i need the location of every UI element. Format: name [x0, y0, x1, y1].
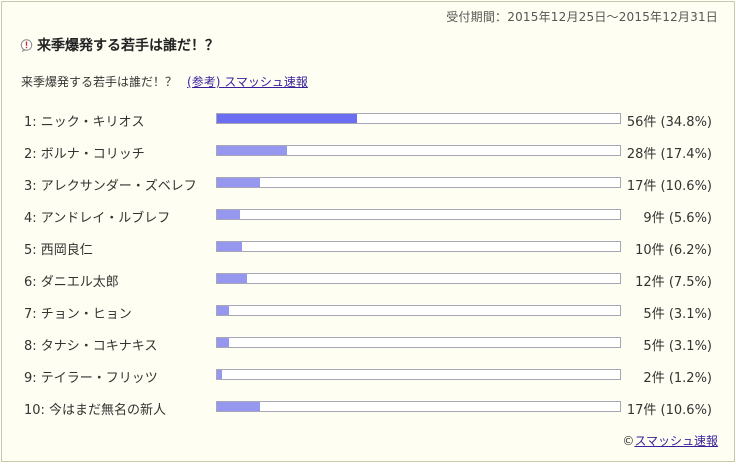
vote-count: 17件 (10.6%)	[626, 403, 712, 418]
vote-count: 2件 (1.2%)	[643, 371, 712, 386]
bar-fill	[217, 306, 230, 315]
bar-fill	[217, 402, 260, 411]
result-row: 10: 今はまだ無名の新人 17件 (10.6%)	[2, 391, 734, 423]
result-row: 7: チョン・ヒョン 5件 (3.1%)	[2, 295, 734, 327]
poll-question: 来季爆発する若手は誰だ！？	[21, 75, 178, 89]
option-label: 1: ニック・キリオス	[24, 115, 145, 130]
result-row: 3: アレクサンダー・ズベレフ 17件 (10.6%)	[2, 167, 734, 199]
result-row: 5: 西岡良仁 10件 (6.2%)	[2, 231, 734, 263]
bar-track	[216, 209, 621, 220]
bar-fill	[217, 178, 260, 187]
option-label: 2: ボルナ・コリッチ	[24, 147, 145, 162]
vote-count: 28件 (17.4%)	[626, 147, 712, 162]
vote-count: 56件 (34.8%)	[626, 115, 712, 130]
vote-count: 5件 (3.1%)	[643, 339, 712, 354]
bar-track	[216, 369, 621, 380]
bar-fill	[217, 370, 222, 379]
bar-track	[216, 113, 621, 124]
reception-period: 受付期間：2015年12月25日～2015年12月31日	[446, 10, 718, 24]
result-row: 6: ダニエル太郎 12件 (7.5%)	[2, 263, 734, 295]
bar-track	[216, 273, 621, 284]
bar-track	[216, 305, 621, 316]
result-row: 2: ボルナ・コリッチ 28件 (17.4%)	[2, 135, 734, 167]
bar-fill	[217, 242, 242, 251]
result-row: 9: テイラー・フリッツ 2件 (1.2%)	[2, 359, 734, 391]
option-label: 7: チョン・ヒョン	[24, 307, 132, 322]
bar-fill	[217, 338, 230, 347]
bar-track	[216, 241, 621, 252]
result-row: 8: タナシ・コキナキス 5件 (3.1%)	[2, 327, 734, 359]
bar-fill	[217, 114, 358, 123]
footer-credit: ©スマッシュ速報	[622, 432, 718, 449]
option-label: 8: タナシ・コキナキス	[24, 339, 158, 354]
vote-count: 5件 (3.1%)	[643, 307, 712, 322]
bar-track	[216, 145, 621, 156]
poll-title-row: 来季爆発する若手は誰だ！？	[20, 35, 219, 55]
vote-count: 17件 (10.6%)	[626, 179, 712, 194]
copyright-mark: ©	[622, 434, 635, 448]
result-row: 4: アンドレイ・ルブレフ 9件 (5.6%)	[2, 199, 734, 231]
option-label: 6: ダニエル太郎	[24, 275, 119, 290]
poll-question-line: 来季爆発する若手は誰だ！？ (参考) スマッシュ速報	[21, 73, 308, 90]
option-label: 4: アンドレイ・ルブレフ	[24, 211, 171, 226]
bar-track	[216, 401, 621, 412]
vote-count: 9件 (5.6%)	[643, 211, 712, 226]
vote-count: 12件 (7.5%)	[635, 275, 712, 290]
source-link[interactable]: スマッシュ速報	[634, 434, 718, 448]
bar-track	[216, 337, 621, 348]
bar-fill	[217, 274, 248, 283]
result-row: 1: ニック・キリオス 56件 (34.8%)	[2, 103, 734, 135]
reference-link[interactable]: (参考) スマッシュ速報	[187, 75, 308, 89]
exclamation-bubble-icon	[20, 38, 33, 52]
bar-track	[216, 177, 621, 188]
option-label: 10: 今はまだ無名の新人	[24, 403, 167, 418]
option-label: 3: アレクサンダー・ズベレフ	[24, 179, 197, 194]
bar-fill	[217, 210, 240, 219]
poll-title: 来季爆発する若手は誰だ！？	[37, 38, 219, 54]
vote-count: 10件 (6.2%)	[635, 243, 712, 258]
bar-fill	[217, 146, 288, 155]
option-label: 9: テイラー・フリッツ	[24, 371, 158, 386]
option-label: 5: 西岡良仁	[24, 243, 93, 258]
results-list: 1: ニック・キリオス 56件 (34.8%) 2: ボルナ・コリッチ 28件 (17…	[2, 103, 734, 423]
